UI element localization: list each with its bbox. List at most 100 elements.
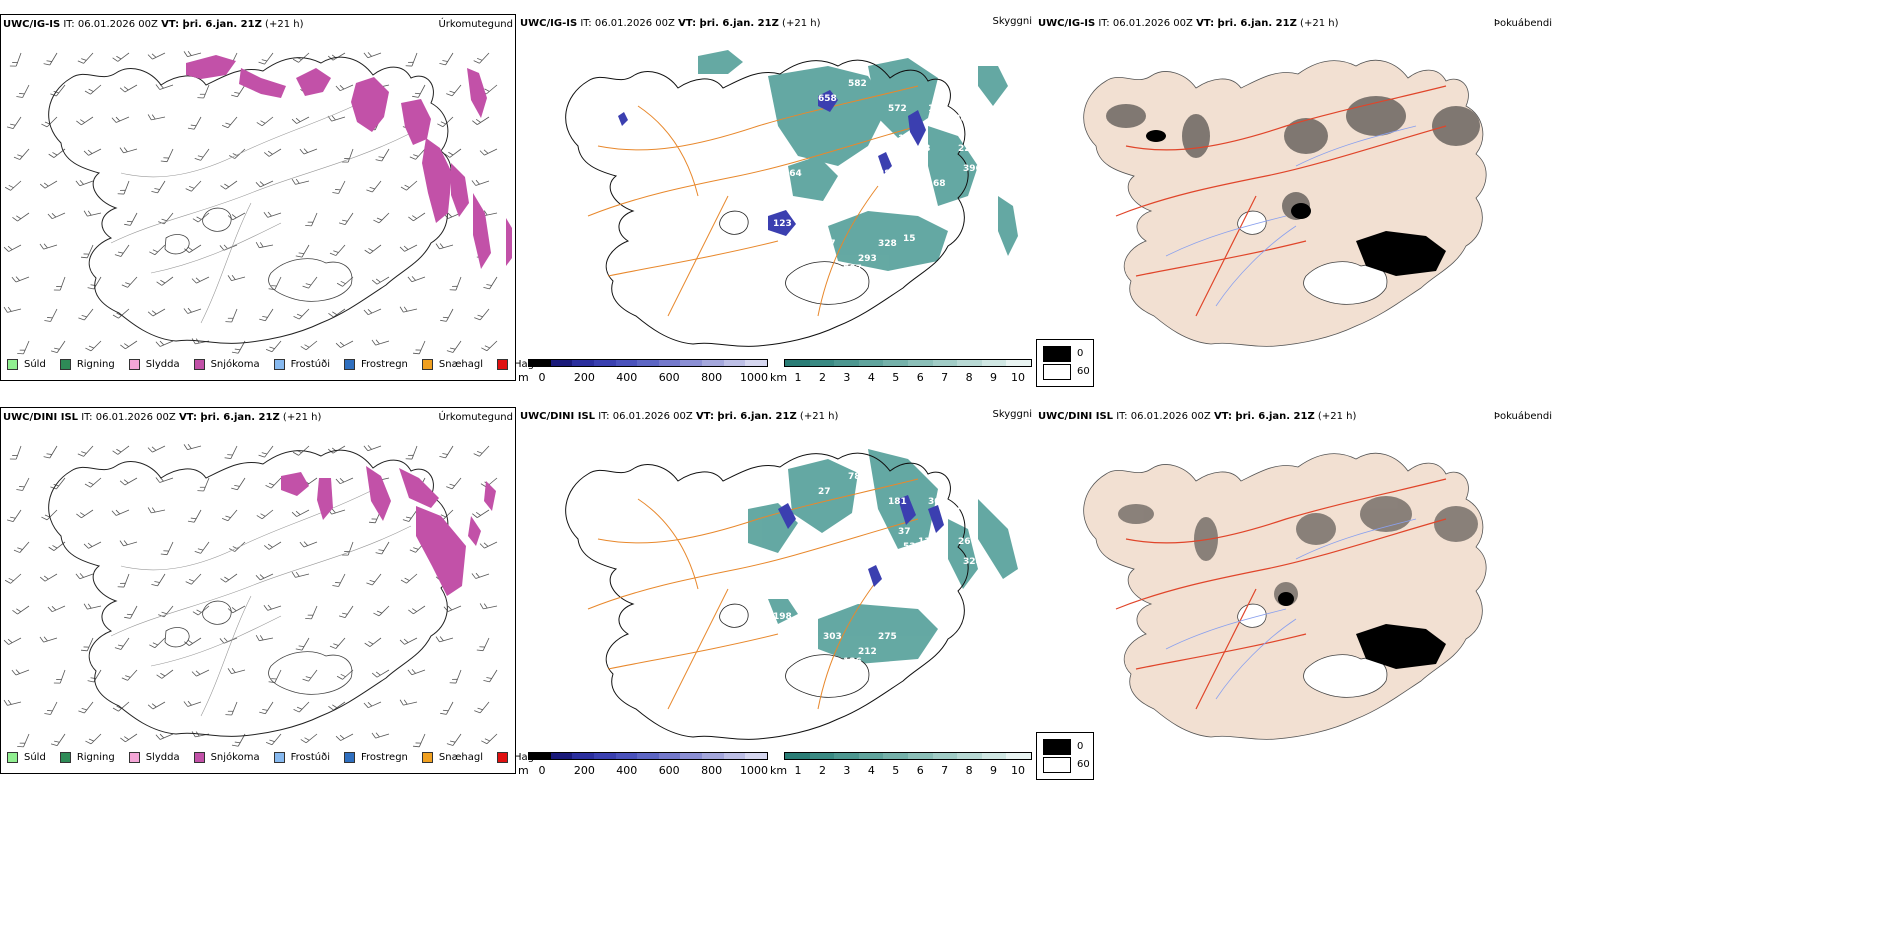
wind-barb-icon: [114, 634, 130, 652]
wind-barb-icon: [183, 239, 202, 255]
wind-barb-icon: [183, 439, 202, 451]
wind-barb-icon: [43, 49, 58, 68]
snow-areas: [186, 55, 512, 269]
wind-barb-icon: [119, 79, 138, 94]
wind-barb-icon: [407, 600, 426, 616]
panel-name: Skyggni: [992, 16, 1032, 27]
river-network: [1165, 125, 1417, 307]
wind-barb-icon: [471, 174, 490, 187]
colorbar-segment: [883, 360, 908, 366]
wind-barb-icon: [185, 569, 202, 587]
legend-label: Snjókoma: [210, 752, 260, 763]
wind-barb-icon: [329, 240, 346, 258]
wind-barb-icon: [327, 440, 346, 455]
legend-swatch: [273, 752, 285, 763]
wind-barb-icon: [183, 695, 202, 708]
wind-barb-icon: [436, 112, 454, 129]
colorbar-tick: 4: [867, 371, 875, 384]
wind-barb-icon: [446, 337, 462, 355]
fog-index-dark: [1278, 592, 1446, 669]
panel-name: Skyggni: [992, 409, 1032, 420]
cloudbase-map: 582 658 572 15 130 18 42 63 225 396 68 288 764 123 27 2…: [565, 50, 1018, 347]
cloud-base-value: 136: [843, 657, 862, 667]
cloud-base-value: 68: [933, 179, 946, 189]
wind-barb-icon: [435, 631, 454, 643]
colorbar-tick: 6: [916, 371, 924, 384]
wind-barb-icon: [407, 663, 426, 676]
cloud-base-value: 42: [903, 149, 916, 159]
cloud-base-value: 47: [948, 507, 961, 517]
colorbar-segment: [658, 753, 681, 759]
wind-barb-icon: [119, 728, 138, 744]
wind-barb-icon: [476, 635, 490, 653]
wind-barb-icon: [84, 473, 102, 489]
wind-barb-icon: [77, 441, 94, 459]
wind-barb-icon: [299, 535, 318, 549]
wind-barb-icon: [435, 238, 454, 250]
wind-barb-icon: [473, 304, 490, 322]
wind-barb-icon: [335, 335, 354, 349]
wind-barb-icon: [15, 81, 30, 100]
wind-barb-icon: [471, 504, 490, 520]
cloud-base-value: 96: [933, 572, 946, 582]
visibility-colorbar: km 1 2 3 4 5 6 7 8 9 10: [770, 359, 1034, 385]
wind-barb-icon: [295, 241, 310, 260]
wind-barb-icon: [412, 731, 426, 750]
legend-item: Snjókoma: [193, 752, 260, 763]
wind-barb-icon: [111, 111, 130, 124]
wind-barb-icon: [114, 241, 130, 259]
colorbar-segment: [809, 753, 835, 759]
wind-barb-icon: [399, 632, 418, 646]
wind-barb-icon: [480, 729, 498, 746]
colorbar-tick: 7: [941, 764, 949, 777]
wind-barb-icon: [258, 305, 274, 323]
wind-barb-icon: [85, 336, 102, 353]
colorbar-segment: [981, 753, 1007, 759]
wind-barb-icon: [446, 730, 462, 748]
colorbar-tick: 9: [990, 371, 998, 384]
legend-label: Súld: [24, 752, 46, 763]
wind-barb-icon: [47, 207, 66, 220]
legend-label: Frostúði: [290, 752, 330, 763]
cloud-base-value: 658: [818, 94, 837, 104]
wind-barb-icon: [256, 504, 274, 521]
wind-barb-icon: [148, 633, 166, 650]
wind-barb-icon: [255, 631, 274, 642]
wind-barb-icon: [231, 337, 246, 356]
legend-item: Snæhagl: [421, 752, 483, 763]
wind-barb-icon: [75, 567, 94, 580]
colorbar-segment: [593, 753, 616, 759]
colorbar-tick: 1000: [740, 764, 768, 777]
colorbar-segment: [907, 753, 933, 759]
wind-barb-icon: [39, 568, 58, 583]
road-network: [1115, 85, 1447, 317]
colorbar-segment: [745, 753, 768, 759]
colorbar-segment: [1006, 360, 1031, 366]
wind-barb-icon: [483, 666, 498, 684]
legend-label: Frostregn: [361, 752, 408, 763]
wind-barb-icon: [479, 599, 498, 610]
wind-barb-icon: [123, 602, 138, 621]
wind-barb-icon: [9, 50, 22, 69]
wind-barb-icon: [221, 112, 238, 130]
wind-barb-icon: [13, 537, 30, 555]
wind-barb-icon: [265, 473, 282, 490]
wind-barb-icon: [112, 440, 130, 457]
legend-label: Frostregn: [361, 359, 408, 370]
wind-barb-icon: [147, 503, 166, 514]
colorbar-segment: [680, 360, 703, 366]
wind-barb-icon: [300, 728, 318, 745]
wind-barb-icon: [3, 302, 22, 314]
wind-barb-icon: [449, 274, 462, 293]
wind-barb-icon: [85, 729, 102, 746]
wind-barb-icon: [445, 473, 462, 491]
wind-barb-icon: [112, 47, 130, 64]
fog-panel-row2: UWC/DINI ISL IT: 06.01.2026 00Z VT: þri.…: [1036, 407, 1552, 780]
wind-barb-icon: [160, 539, 174, 557]
wind-barb-icon: [121, 272, 138, 290]
panel-title: UWC/IG-IS IT: 06.01.2026 00Z VT: þri. 6.…: [3, 19, 304, 30]
wind-barb-icon: [373, 208, 390, 225]
cloud-base-value: 181: [888, 497, 907, 507]
wind-barb-icon: [119, 535, 138, 547]
road-network: [587, 85, 919, 317]
